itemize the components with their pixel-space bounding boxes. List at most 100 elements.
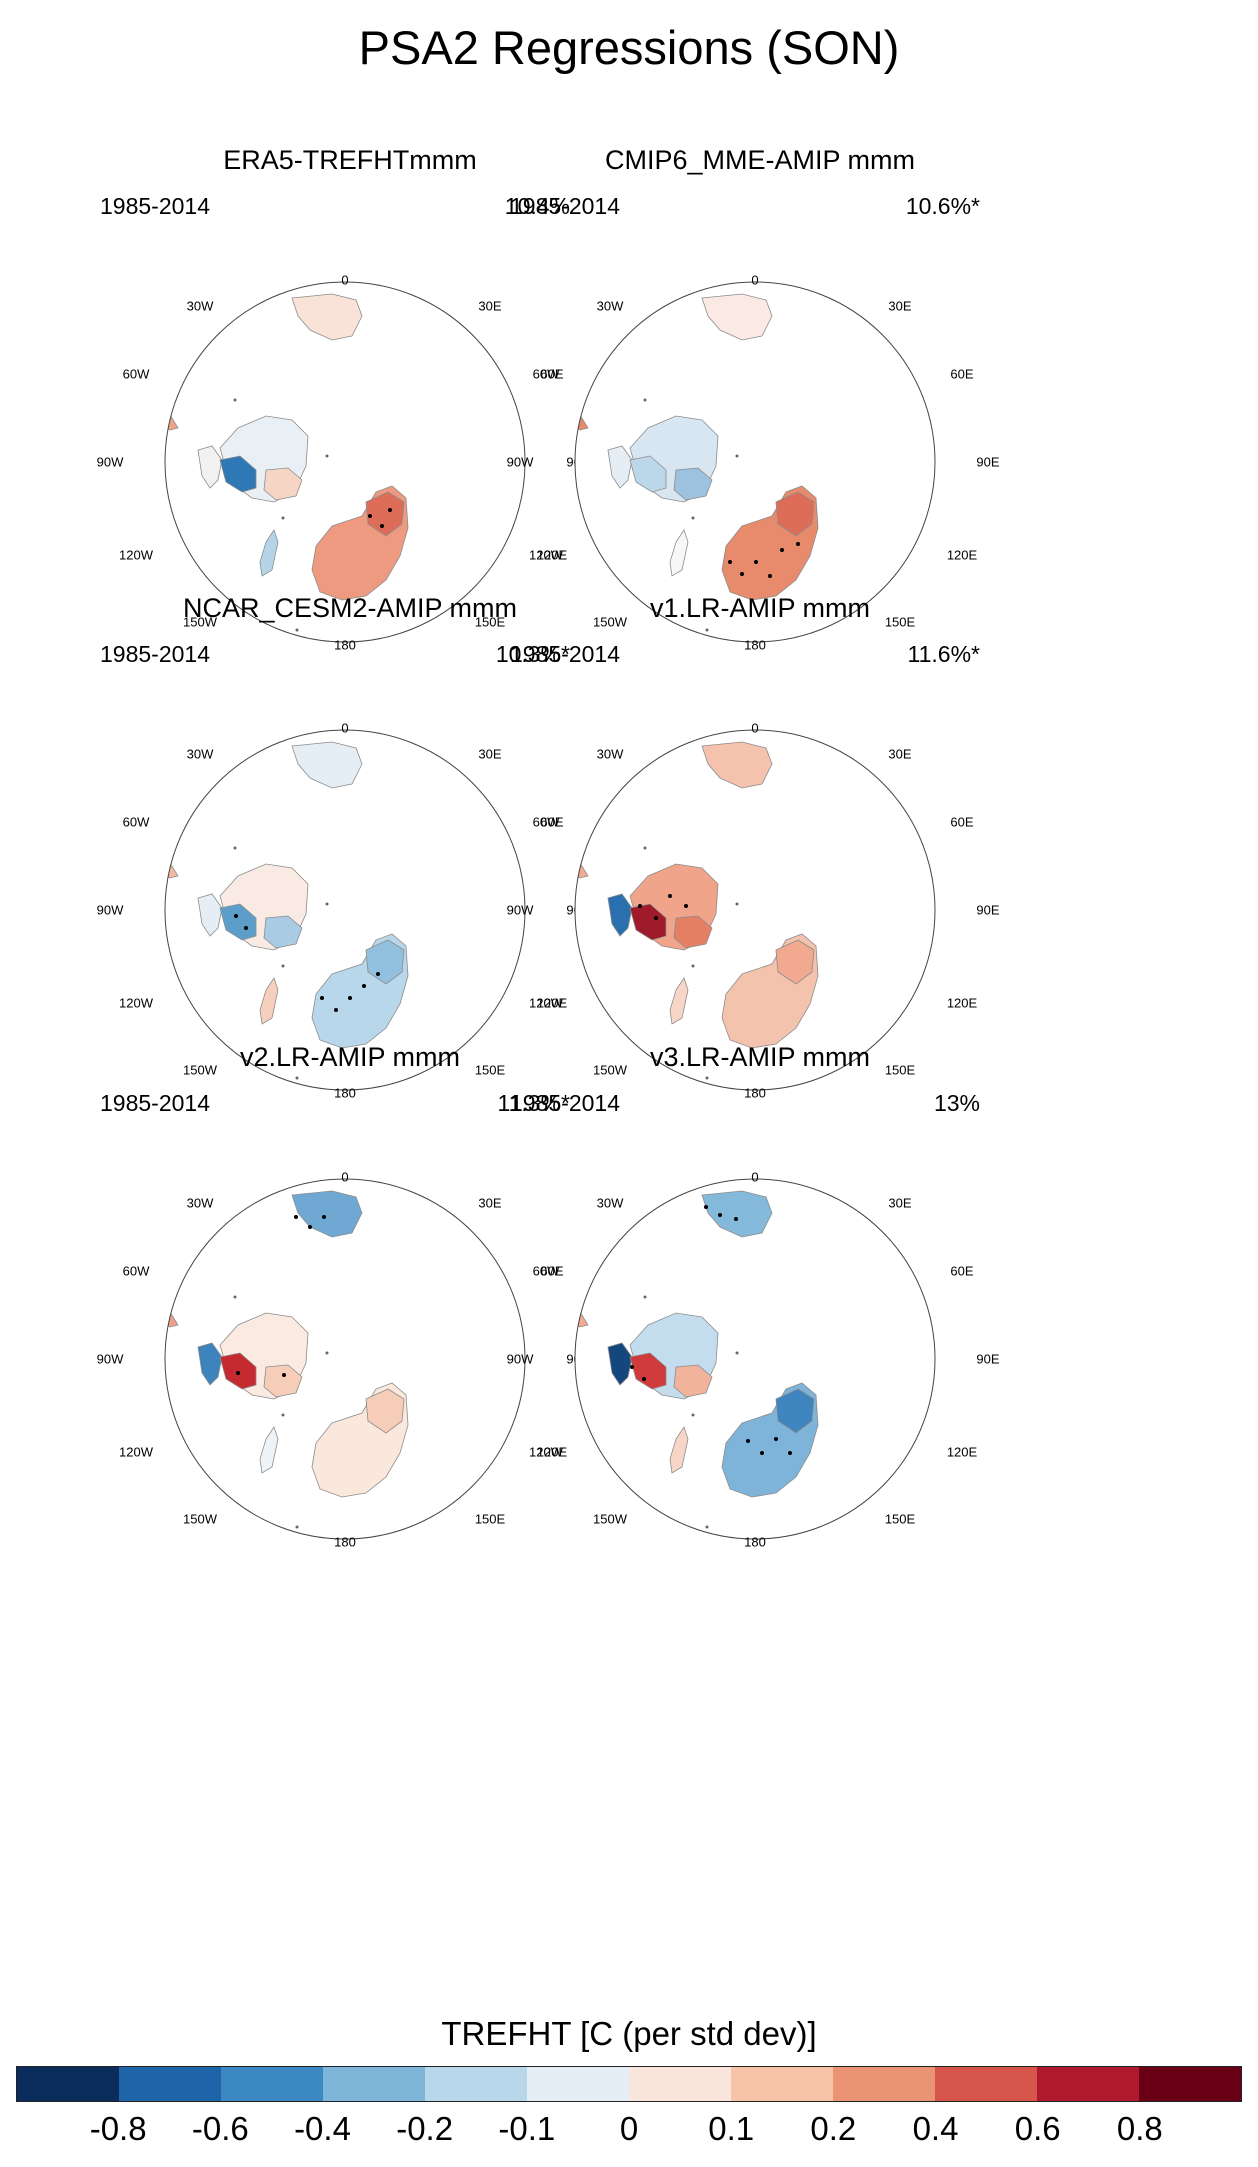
longitude-label: 120E [536, 547, 568, 563]
significance-dot [294, 1215, 298, 1219]
longitude-label: 90W [96, 902, 124, 918]
longitude-label: 90E [976, 454, 1000, 470]
colorbar-tick-label: 0.1 [708, 2110, 755, 2147]
polar-map [574, 1178, 936, 1540]
period-label: 1985-2014 [510, 641, 620, 667]
east-antarctica-anomaly-shading [263, 467, 303, 501]
australia-core-shading [775, 1388, 815, 1434]
island-dot [735, 1351, 739, 1355]
longitude-label: 90W [96, 1351, 124, 1367]
panel-title: CMIP6_MME-AMIP mmm [604, 145, 915, 175]
polar-map [108, 281, 526, 643]
significance-dot [760, 1451, 764, 1455]
significance-dot [388, 508, 392, 512]
longitude-label: 30W [596, 1195, 624, 1211]
period-label: 1985-2014 [100, 641, 210, 667]
island-dot [705, 1525, 709, 1529]
new-zealand-shading [669, 1426, 689, 1474]
australia-core-shading [775, 491, 815, 537]
significance-dot [796, 542, 800, 546]
period-label: 1985-2014 [100, 193, 210, 219]
colorbar-tick-label: -0.1 [498, 2110, 556, 2147]
island-dot [691, 964, 695, 968]
polar-map [164, 729, 526, 1091]
significance-dot [308, 1225, 312, 1229]
variance-percent: 10.4% [504, 193, 570, 219]
island-dot [233, 398, 237, 402]
longitude-label: 150E [474, 1511, 506, 1527]
panel-title: NCAR_CESM2-AMIP mmm [182, 593, 518, 623]
significance-dot [768, 574, 772, 578]
antarctic-peninsula-shading [197, 445, 223, 489]
significance-dot [522, 372, 526, 376]
significance-dot [108, 368, 112, 372]
longitude-label: 30W [186, 1195, 214, 1211]
longitude-label: 180 [334, 637, 356, 653]
southern-africa-shading [701, 293, 773, 341]
panel-title: v2.LR-AMIP mmm [239, 1042, 461, 1072]
longitude-label: 30W [596, 298, 624, 314]
south-america-shading [575, 331, 589, 431]
longitude-label: 60E [950, 1263, 974, 1279]
longitude-label: 30E [478, 1195, 502, 1211]
colorbar-swatch [221, 2067, 323, 2101]
colorbar-swatch [527, 2067, 629, 2101]
longitude-label: 150W [593, 614, 627, 630]
map-panel: v2.LR-AMIP mmm1985-201411.3%*030E60E90E1… [70, 1042, 630, 1642]
southern-africa-shading [291, 293, 363, 341]
island-dot [295, 628, 299, 632]
island-dot [233, 846, 237, 850]
significance-dot [322, 1215, 326, 1219]
significance-dot [144, 1297, 148, 1301]
longitude-label: 120W [119, 547, 153, 563]
longitude-label: 120E [946, 547, 978, 563]
colorbar-swatch [17, 2067, 119, 2101]
colorbar-tick-label: 0.2 [810, 2110, 857, 2147]
variance-percent: 11.3%* [497, 1090, 570, 1116]
new-zealand-shading [669, 529, 689, 577]
significance-dot [754, 560, 758, 564]
island-dot [691, 516, 695, 520]
longitude-label: 60W [122, 1263, 150, 1279]
island-dot [295, 1525, 299, 1529]
colorbar-swatch [1139, 2067, 1241, 2101]
longitude-label: 30E [478, 298, 502, 314]
east-antarctica-anomaly-shading [263, 1364, 303, 1398]
map-boundary [164, 729, 526, 1091]
island-dot [325, 454, 329, 458]
longitude-label: 150E [884, 614, 916, 630]
new-zealand-shading [669, 977, 689, 1025]
longitude-label: 60W [532, 366, 560, 382]
australia-core-shading [365, 939, 405, 985]
south-america-shading [165, 1228, 179, 1328]
colorbar-tick-label: -0.6 [191, 2110, 249, 2147]
east-antarctica-anomaly-shading [673, 467, 713, 501]
longitude-label: 60E [540, 366, 564, 382]
island-dot [643, 398, 647, 402]
significance-dot [642, 1377, 646, 1381]
significance-dot [236, 1371, 240, 1375]
longitude-label: 150W [593, 1062, 627, 1078]
longitude-label: 150W [183, 1062, 217, 1078]
longitude-label: 0 [341, 1169, 349, 1185]
map-boundary [574, 281, 936, 643]
colorbar-swatch [119, 2067, 221, 2101]
longitude-label: 60E [950, 814, 974, 830]
longitude-label: 0 [751, 720, 759, 736]
significance-dot [746, 1439, 750, 1443]
longitude-label: 30E [888, 1195, 912, 1211]
west-antarctica-anomaly-shading [629, 903, 667, 941]
period-label: 1985-2014 [100, 1090, 210, 1116]
island-dot [643, 1295, 647, 1299]
island-dot [325, 1351, 329, 1355]
significance-dot [548, 848, 552, 852]
panel-title: v1.LR-AMIP mmm [649, 593, 871, 623]
longitude-label: 90E [976, 1351, 1000, 1367]
polar-map [144, 1178, 526, 1540]
longitude-label: 120W [529, 547, 563, 563]
panel-title: ERA5-TREFHTmmm [223, 145, 477, 175]
longitude-label: 150E [884, 1062, 916, 1078]
colorbar-tick-label: -0.4 [294, 2110, 351, 2147]
longitude-label: 90W [506, 1351, 534, 1367]
south-america-shading [575, 779, 589, 879]
